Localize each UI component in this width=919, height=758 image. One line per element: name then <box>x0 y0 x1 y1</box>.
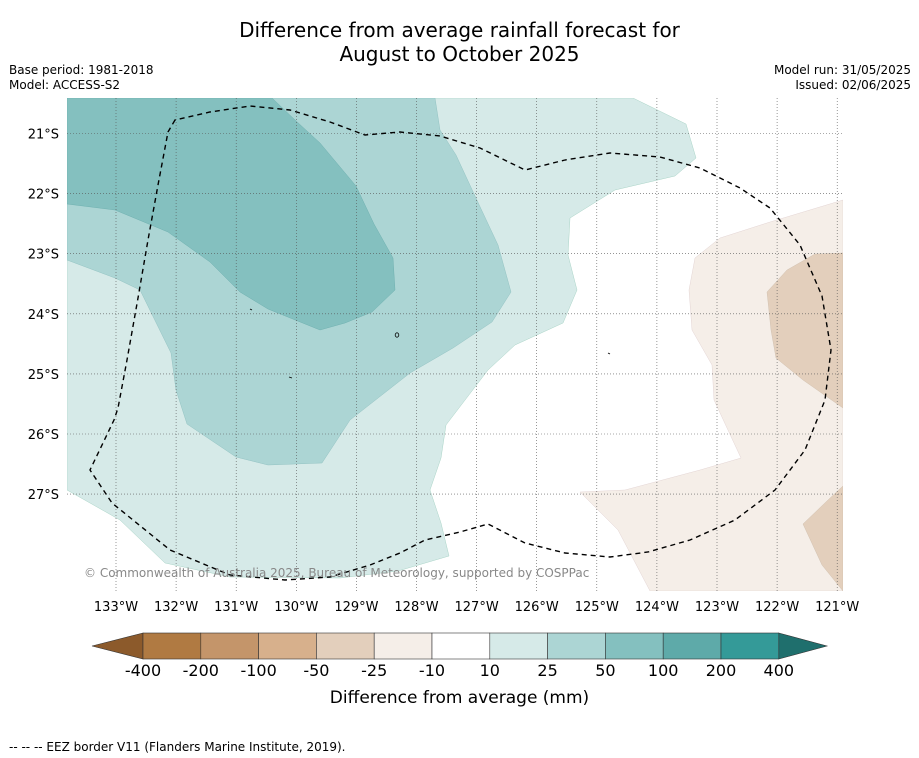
lat-label: 24°S <box>28 308 59 323</box>
copyright-text: © Commonwealth of Australia 2025, Bureau… <box>84 566 589 580</box>
lon-label: 131°W <box>214 600 258 615</box>
colorbar-swatch <box>258 632 317 660</box>
colorbar-swatch <box>316 632 375 660</box>
lon-label: 127°W <box>455 600 499 615</box>
lat-label: 21°S <box>28 128 59 143</box>
lon-label: 123°W <box>695 600 739 615</box>
longitude-labels: 133°W 132°W 131°W 130°W 129°W 128°W 127°W 126°W… <box>94 600 860 615</box>
colorbar-extend-high <box>778 632 829 660</box>
lat-label: 25°S <box>28 368 59 383</box>
run-info: Model run: 31/05/2025 Issued: 02/06/2025 <box>774 63 911 93</box>
colorbar-tick-label: 200 <box>706 661 737 680</box>
lat-label: 27°S <box>28 488 59 503</box>
lon-label: 130°W <box>274 600 318 615</box>
eez-footnote: -- -- -- EEZ border V11 (Flanders Marine… <box>9 740 346 754</box>
colorbar-swatch <box>605 632 664 660</box>
graticule <box>67 98 843 591</box>
island <box>394 332 400 338</box>
lon-label: 121°W <box>815 600 859 615</box>
lon-label: 132°W <box>154 600 198 615</box>
colorbar-tick-label: -50 <box>303 661 329 680</box>
colorbar-tick-label: 25 <box>537 661 557 680</box>
island <box>607 352 611 355</box>
title-line-2: August to October 2025 <box>339 42 580 66</box>
lon-label: 125°W <box>575 600 619 615</box>
colorbar-tick-label: 100 <box>648 661 679 680</box>
colorbar-tick-label: -400 <box>125 661 161 680</box>
colorbar-tick-label: -25 <box>361 661 387 680</box>
colorbar-tick-label: -200 <box>183 661 219 680</box>
model-name: Model: ACCESS-S2 <box>9 78 121 92</box>
rainfall-fields <box>67 98 843 591</box>
island <box>249 308 253 311</box>
lat-label: 22°S <box>28 188 59 203</box>
colorbar-tick-label: -100 <box>240 661 276 680</box>
colorbar-tick-label: -10 <box>419 661 445 680</box>
colorbar-swatch <box>200 632 259 660</box>
lat-label: 26°S <box>28 428 59 443</box>
field-neg25-50-southeast <box>802 485 843 591</box>
lat-label: 23°S <box>28 248 59 263</box>
eez-border <box>89 105 832 581</box>
colorbar-swatch <box>547 632 606 660</box>
lon-label: 126°W <box>515 600 559 615</box>
lon-label: 122°W <box>755 600 799 615</box>
islands <box>249 308 611 379</box>
lon-label: 133°W <box>94 600 138 615</box>
field-50-100 <box>67 98 396 331</box>
issued-date: Issued: 02/06/2025 <box>795 78 911 92</box>
colorbar-tick-label: 50 <box>595 661 615 680</box>
field-neg25-50-east <box>766 252 843 409</box>
base-period: Base period: 1981-2018 <box>9 63 154 77</box>
colorbar-swatch <box>662 632 722 660</box>
chart-title: Difference from average rainfall forecas… <box>0 18 919 66</box>
colorbar-tick-label: 10 <box>480 661 500 680</box>
colorbar-swatch <box>720 632 780 660</box>
colorbar-extend-low <box>91 632 144 660</box>
model-run: Model run: 31/05/2025 <box>773 63 911 77</box>
colorbar <box>91 632 829 660</box>
colorbar-swatch <box>489 632 548 660</box>
lon-label: 128°W <box>394 600 438 615</box>
colorbar-ticks: -400 -200 -100 -50 -25 -10 10 25 50 100 200 400 <box>125 661 794 680</box>
title-line-1: Difference from average rainfall forecas… <box>239 18 680 42</box>
island <box>288 376 293 379</box>
colorbar-swatch <box>431 632 491 660</box>
latitude-labels: 21°S 22°S 23°S 24°S 25°S 26°S 27°S <box>28 128 59 504</box>
colorbar-label: Difference from average (mm) <box>329 688 590 708</box>
colorbar-swatch <box>373 632 433 660</box>
lon-label: 124°W <box>635 600 679 615</box>
colorbar-swatch <box>142 632 202 660</box>
colorbar-tick-label: 400 <box>764 661 795 680</box>
model-info: Base period: 1981-2018 Model: ACCESS-S2 <box>9 63 154 93</box>
lon-label: 129°W <box>334 600 378 615</box>
